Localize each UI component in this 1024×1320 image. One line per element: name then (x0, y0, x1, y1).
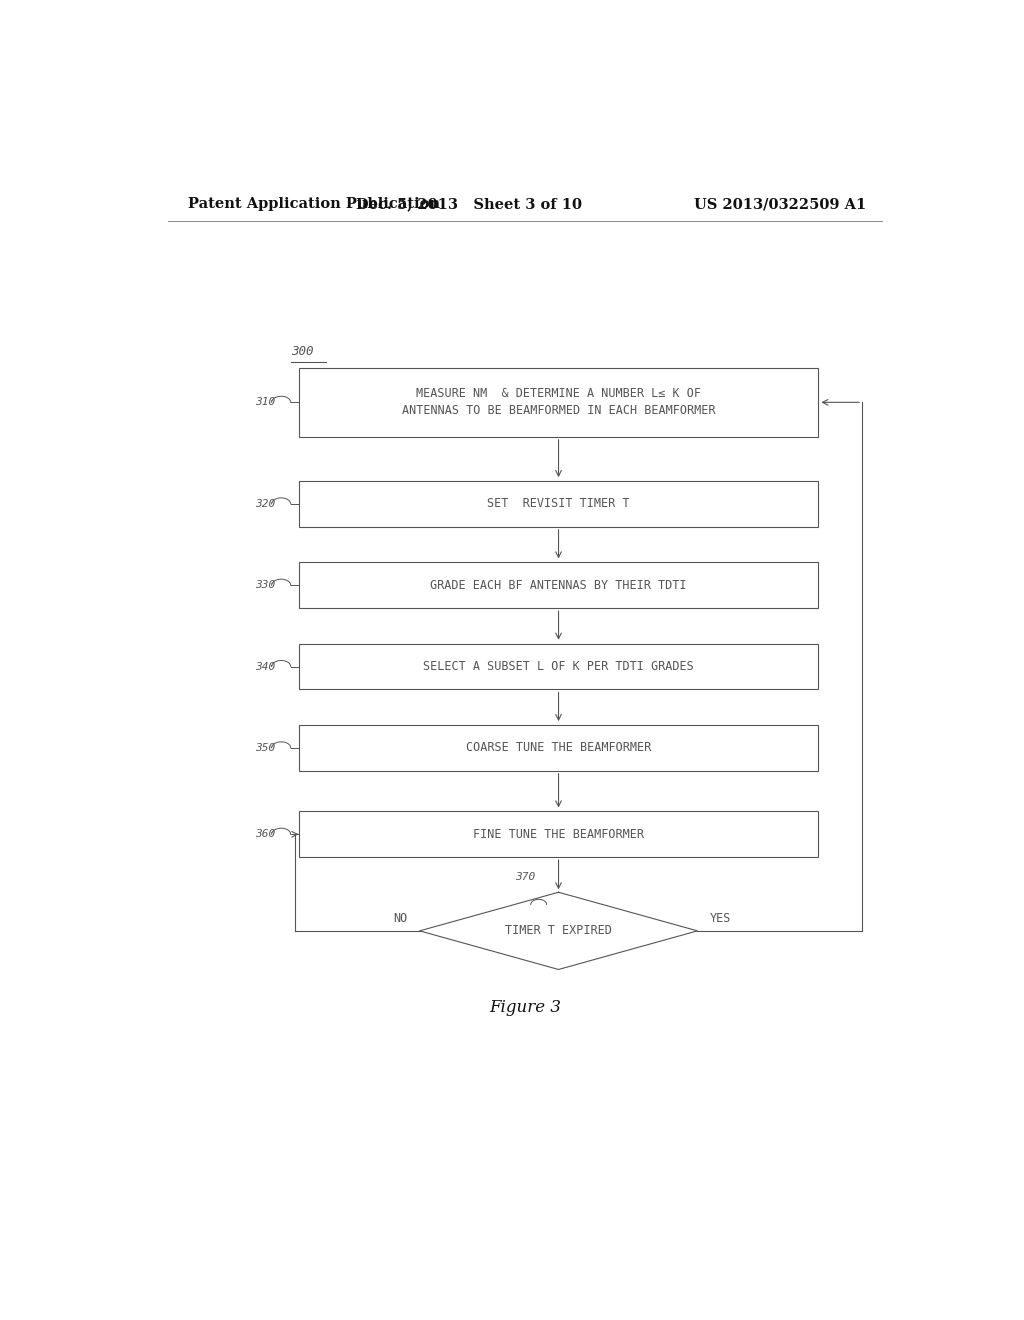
Bar (299, 812, 818, 857)
Text: 300: 300 (291, 345, 313, 358)
Text: COARSE TUNE THE BEAMFORMER: COARSE TUNE THE BEAMFORMER (466, 742, 651, 755)
Text: US 2013/0322509 A1: US 2013/0322509 A1 (694, 197, 866, 211)
Text: MEASURE NM  & DETERMINE A NUMBER L≤ K OF
ANTENNAS TO BE BEAMFORMED IN EACH BEAMF: MEASURE NM & DETERMINE A NUMBER L≤ K OF … (401, 387, 716, 417)
Text: YES: YES (710, 912, 731, 925)
Text: NO: NO (393, 912, 408, 925)
Bar (299, 480, 818, 527)
Bar (299, 644, 818, 689)
Polygon shape (420, 892, 697, 969)
Text: 310: 310 (255, 397, 275, 408)
Text: 330: 330 (255, 581, 275, 590)
Text: 360: 360 (255, 829, 275, 840)
Text: 320: 320 (255, 499, 275, 510)
Text: TIMER T EXPIRED: TIMER T EXPIRED (505, 924, 612, 937)
Bar (299, 562, 818, 609)
Text: Figure 3: Figure 3 (488, 999, 561, 1015)
Text: 370: 370 (515, 873, 536, 882)
Text: Dec. 5, 2013   Sheet 3 of 10: Dec. 5, 2013 Sheet 3 of 10 (356, 197, 583, 211)
Text: 350: 350 (255, 743, 275, 752)
Text: SELECT A SUBSET L OF K PER TDTI GRADES: SELECT A SUBSET L OF K PER TDTI GRADES (423, 660, 694, 673)
Text: Patent Application Publication: Patent Application Publication (187, 197, 439, 211)
Text: SET  REVISIT TIMER T: SET REVISIT TIMER T (487, 498, 630, 511)
Text: GRADE EACH BF ANTENNAS BY THEIR TDTI: GRADE EACH BF ANTENNAS BY THEIR TDTI (430, 578, 687, 591)
Bar (299, 725, 818, 771)
Text: FINE TUNE THE BEAMFORMER: FINE TUNE THE BEAMFORMER (473, 828, 644, 841)
Bar (299, 368, 818, 437)
Text: 340: 340 (255, 661, 275, 672)
